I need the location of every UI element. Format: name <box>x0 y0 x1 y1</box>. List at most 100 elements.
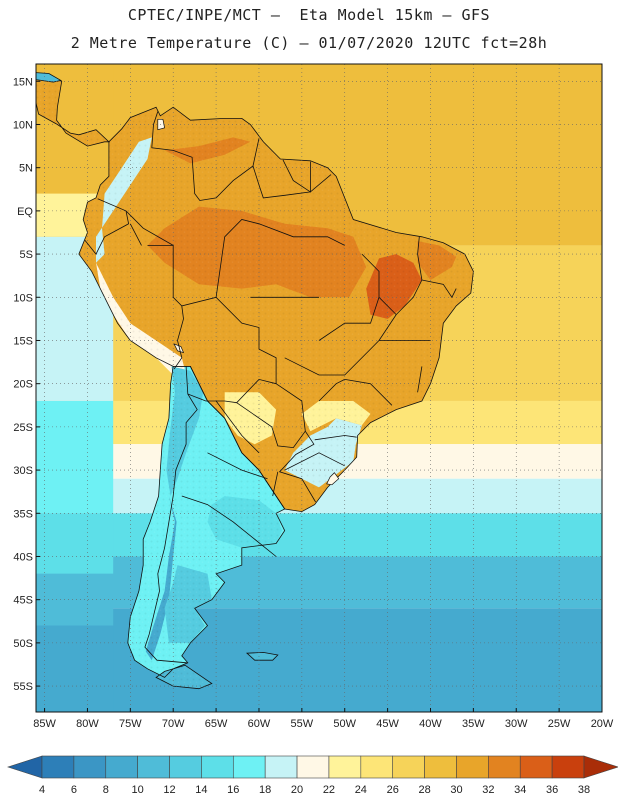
coastline-northern-south-america <box>78 106 474 513</box>
colorbar-swatch-14 <box>456 755 489 779</box>
lon-label-55W: 55W <box>291 718 314 730</box>
colorbar-swatch-6 <box>201 755 234 779</box>
coastline-tierra-del-fuego <box>155 664 213 690</box>
border-line-21 <box>318 379 345 402</box>
colorbar-label-12: 12 <box>163 784 175 796</box>
colorbar-label-16: 16 <box>227 784 239 796</box>
lat-label-10S: 10S <box>13 292 33 304</box>
pacific-band-3 <box>36 400 114 514</box>
coastline-central-america <box>36 72 110 147</box>
plot-area <box>36 64 602 712</box>
colorbar-label-36: 36 <box>546 784 558 796</box>
border-line-23 <box>284 452 345 471</box>
longitude-axis: 85W 80W 75W 70W 65W 60W 55W 50W 45W 40W 35W 30W 25W 2… <box>33 708 614 730</box>
colorbar-label-32: 32 <box>482 784 494 796</box>
border-line-16 <box>284 314 397 376</box>
colorbar-swatch-4 <box>137 755 170 779</box>
island-falklands <box>246 651 279 661</box>
colorbar-label-28: 28 <box>418 784 430 796</box>
colorbar-label-26: 26 <box>387 784 399 796</box>
colorbar-swatch-9 <box>296 755 330 779</box>
border-line-6 <box>129 223 142 246</box>
border-line-26 <box>207 452 268 480</box>
border-line-0 <box>147 244 316 503</box>
colorbar-label-4: 4 <box>39 784 45 796</box>
lat-label-50S: 50S <box>13 638 33 650</box>
border-line-24 <box>181 495 277 557</box>
colorbar-swatch-10 <box>328 755 362 779</box>
pacific-band-6 <box>36 625 114 712</box>
lon-label-20W: 20W <box>591 718 614 730</box>
border-line-9 <box>144 393 198 664</box>
colorbar-label-38: 38 <box>578 784 590 796</box>
lat-label-45S: 45S <box>13 595 33 607</box>
colorbar-label-22: 22 <box>323 784 335 796</box>
colorbar-label-34: 34 <box>514 784 526 796</box>
color-legend: 4 6 8 10 12 14 16 18 20 22 24 26 28 30 32 34 36 38 <box>7 755 618 796</box>
lat-label-40S: 40S <box>13 551 33 563</box>
border-line-3 <box>282 159 311 193</box>
lon-label-85W: 85W <box>33 718 56 730</box>
lake-lago-maracaibo <box>157 118 166 131</box>
lat-label-5S: 5S <box>20 249 33 261</box>
colorbar-label-30: 30 <box>450 784 462 796</box>
lake-lagoa-dos-patos <box>326 472 340 486</box>
lon-label-60W: 60W <box>248 718 271 730</box>
lat-label-35S: 35S <box>13 508 33 520</box>
border-line-14 <box>318 253 380 341</box>
ocean-band-7 <box>36 608 602 712</box>
colorbar-label-10: 10 <box>132 784 144 796</box>
colorbar-label-18: 18 <box>259 784 271 796</box>
plot-frame <box>35 63 603 713</box>
lat-label-EQ: EQ <box>17 206 33 218</box>
colorbar-swatch-11 <box>360 755 394 779</box>
border-line-25 <box>215 400 260 454</box>
colorbar-arrow-high <box>583 755 618 779</box>
lat-label-10N: 10N <box>13 119 33 131</box>
colorbar-swatch-13 <box>424 755 457 779</box>
lon-label-30W: 30W <box>505 718 528 730</box>
political-borders <box>84 111 457 664</box>
lon-label-40W: 40W <box>419 718 442 730</box>
ocean-band-6 <box>36 556 602 609</box>
border-line-17 <box>421 279 457 299</box>
colorbar-swatch-5 <box>169 755 202 779</box>
map-title: CPTEC/INPE/MCT – Eta Model 15km – GFS <box>127 6 491 24</box>
border-line-12 <box>215 219 345 298</box>
lon-label-75W: 75W <box>119 718 142 730</box>
border-line-20 <box>344 379 393 406</box>
lon-label-70W: 70W <box>162 718 185 730</box>
lon-label-35W: 35W <box>462 718 485 730</box>
lat-label-30S: 30S <box>13 465 33 477</box>
colorbar-swatch-1 <box>41 755 75 779</box>
lat-label-55S: 55S <box>13 681 33 693</box>
colorbar-label-6: 6 <box>71 784 77 796</box>
border-line-15 <box>378 236 423 316</box>
colorbar-swatch-3 <box>105 755 138 779</box>
island-cuba-tip <box>36 72 62 83</box>
land-temperature-field <box>36 72 474 690</box>
colorbar-swatch-7 <box>232 755 266 779</box>
pacific-band-5 <box>36 573 114 626</box>
border-line-1 <box>151 111 260 201</box>
border-line-2 <box>252 165 332 199</box>
colorbar-swatch-2 <box>73 755 107 779</box>
colorbar-label-20: 20 <box>291 784 303 796</box>
lat-label-25S: 25S <box>13 422 33 434</box>
lon-label-80W: 80W <box>76 718 99 730</box>
colorbar-swatch-8 <box>264 755 298 779</box>
lon-label-25W: 25W <box>548 718 571 730</box>
lon-label-65W: 65W <box>205 718 228 730</box>
lat-label-15N: 15N <box>13 76 33 88</box>
colorbar-swatch-15 <box>488 755 521 779</box>
colorbar-swatch-16 <box>519 755 553 779</box>
border-line-11 <box>272 471 279 497</box>
colorbar-swatch-12 <box>392 755 425 779</box>
border-line-10 <box>236 402 306 449</box>
border-line-19 <box>417 366 423 393</box>
ocean-band-5 <box>36 513 602 557</box>
lat-label-5N: 5N <box>19 163 33 175</box>
border-line-7 <box>173 305 184 370</box>
lat-label-20S: 20S <box>13 379 33 391</box>
